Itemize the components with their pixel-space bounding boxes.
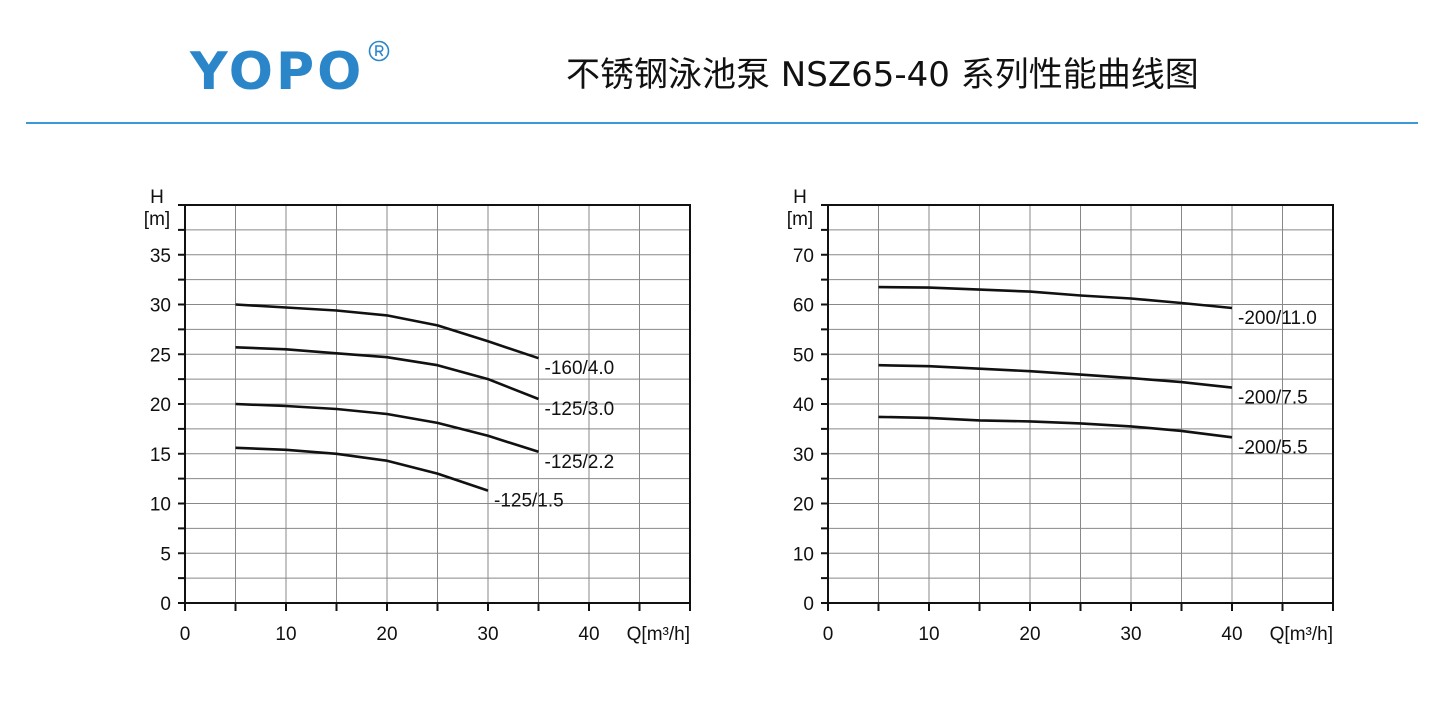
x-tick-label: 30: [477, 624, 498, 645]
x-tick-label: 20: [1019, 624, 1040, 645]
series-label: -125/2.2: [545, 452, 615, 473]
series-label: -200/5.5: [1238, 437, 1308, 458]
x-axis-label: Q[m³/h]: [627, 624, 690, 645]
series-label: -200/7.5: [1238, 388, 1308, 409]
series-line: [878, 363, 1233, 389]
series-line: [235, 303, 539, 360]
series-line: [235, 402, 539, 454]
y-tick-label: 5: [160, 544, 171, 565]
page-title: 不锈钢泳池泵 NSZ65-40 系列性能曲线图: [566, 55, 1199, 95]
x-tick-label: 0: [823, 624, 834, 645]
series-label: -125/1.5: [494, 491, 564, 512]
x-tick-label: 10: [275, 624, 296, 645]
page-header: YOPO 不锈钢泳池泵 NSZ65-40 系列性能曲线图: [0, 0, 1451, 124]
y-tick-label: 25: [150, 345, 171, 366]
y-axis-unit: [m]: [787, 209, 813, 230]
brand-logo: YOPO: [190, 42, 365, 102]
series-line: [878, 415, 1233, 439]
y-tick-label: 10: [793, 544, 814, 565]
x-tick-label: 0: [180, 624, 191, 645]
registered-mark-icon: [368, 40, 390, 62]
series-label: -125/3.0: [545, 399, 615, 420]
y-tick-label: 35: [150, 246, 171, 267]
y-tick-label: 20: [793, 495, 814, 516]
series-line: [878, 285, 1233, 310]
y-axis-label: H: [793, 187, 807, 208]
series-line: [235, 446, 489, 492]
y-tick-label: 70: [793, 246, 814, 267]
y-tick-label: 40: [793, 395, 814, 416]
x-tick-label: 40: [578, 624, 599, 645]
y-axis-unit: [m]: [144, 209, 170, 230]
series-label: -200/11.0: [1238, 308, 1317, 329]
x-tick-label: 30: [1120, 624, 1141, 645]
y-tick-label: 0: [160, 594, 171, 615]
y-tick-label: 20: [150, 395, 171, 416]
y-tick-label: 30: [150, 296, 171, 317]
y-tick-label: 30: [793, 445, 814, 466]
y-tick-label: 10: [150, 495, 171, 516]
y-tick-label: 60: [793, 296, 814, 317]
x-tick-label: 40: [1221, 624, 1242, 645]
x-axis-label: Q[m³/h]: [1270, 624, 1333, 645]
x-tick-label: 20: [376, 624, 397, 645]
y-tick-label: 15: [150, 445, 171, 466]
x-tick-label: 10: [918, 624, 939, 645]
series-line: [235, 346, 539, 401]
y-axis-label: H: [150, 187, 164, 208]
y-tick-label: 50: [793, 345, 814, 366]
series-label: -160/4.0: [545, 358, 615, 379]
header-divider: [26, 122, 1418, 124]
y-tick-label: 0: [803, 594, 814, 615]
